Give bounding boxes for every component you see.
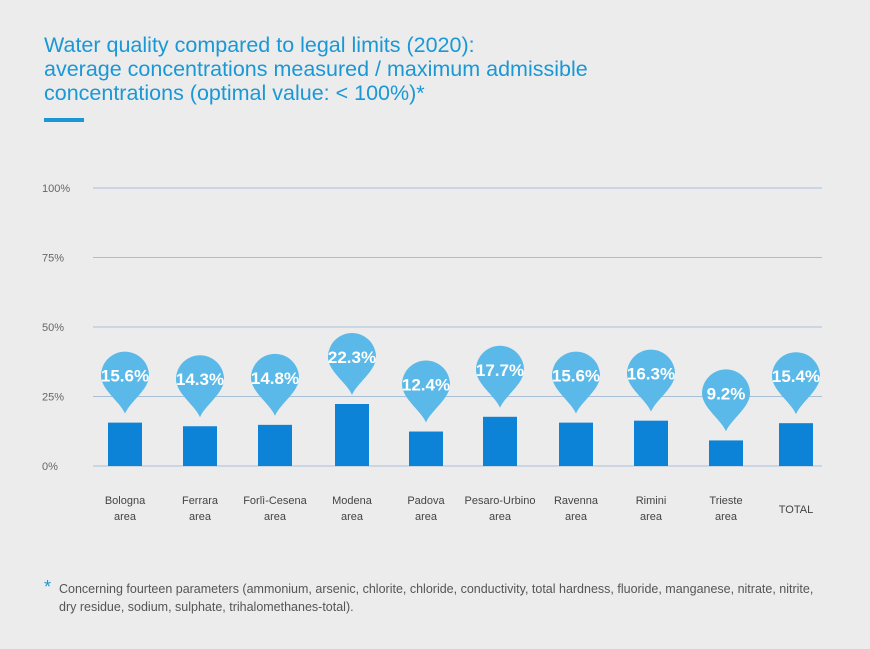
value-bubble (772, 352, 820, 415)
x-category-label: area (415, 511, 438, 523)
y-tick-label: 75% (42, 253, 64, 265)
chart-title: Water quality compared to legal limits (… (44, 33, 844, 105)
bar (108, 422, 142, 466)
x-category-label: area (640, 511, 663, 523)
x-category-label: Trieste (709, 495, 742, 507)
x-category-label: Pesaro-Urbino (465, 495, 536, 507)
bar (634, 420, 668, 466)
y-tick-label: 50% (42, 322, 64, 334)
x-category-label: area (715, 511, 738, 523)
bar (709, 440, 743, 466)
x-category-label: area (565, 511, 588, 523)
bar (483, 416, 517, 466)
chart-title-line: Water quality compared to legal limits (… (44, 33, 475, 57)
x-category-label: area (264, 511, 287, 523)
x-category-label: Bologna (105, 495, 146, 507)
y-tick-label: 0% (42, 461, 58, 473)
data-label: 15.6% (552, 367, 600, 386)
bar (779, 423, 813, 466)
data-label: 17.7% (476, 361, 524, 380)
value-bubble (176, 355, 224, 418)
data-label: 9.2% (707, 384, 746, 403)
y-tick-label: 25% (42, 392, 64, 404)
data-label: 14.3% (176, 370, 224, 389)
bar (409, 431, 443, 466)
value-bubble (627, 349, 675, 412)
data-label: 14.8% (251, 369, 299, 388)
value-bubble (702, 369, 750, 432)
x-category-label: Ferrara (182, 495, 219, 507)
bar (335, 404, 369, 466)
bar (183, 426, 217, 466)
x-category-label: area (341, 511, 364, 523)
data-label: 15.6% (101, 367, 149, 386)
y-tick-label: 100% (42, 183, 70, 195)
value-bubble (402, 360, 450, 423)
value-bubble (251, 353, 299, 416)
x-category-label: area (114, 511, 137, 523)
x-category-label: area (489, 511, 512, 523)
title-underline (44, 118, 84, 122)
data-label: 22.3% (328, 348, 376, 367)
chart-title-line: average concentrations measured / maximu… (44, 57, 588, 81)
x-category-label: TOTAL (779, 504, 813, 516)
data-label: 12.4% (402, 376, 450, 395)
x-category-label: Rimini (636, 495, 667, 507)
value-bubble (101, 351, 149, 414)
data-label: 15.4% (772, 367, 820, 386)
x-category-label: Modena (332, 495, 373, 507)
value-bubble (476, 345, 524, 408)
x-category-label: area (189, 511, 212, 523)
x-category-label: Forlì-Cesena (243, 495, 307, 507)
value-bubble (552, 351, 600, 414)
chart-title-line: concentrations (optimal value: < 100%)* (44, 81, 425, 105)
bar (559, 422, 593, 466)
footnote-text: Concerning fourteen parameters (ammonium… (59, 582, 814, 614)
bar (258, 424, 292, 466)
footnote: * Concerning fourteen parameters (ammoni… (44, 577, 834, 616)
x-category-label: Padova (407, 495, 445, 507)
bar-chart: 0% 25% 50% 75% 100% 15.6% Bologna area 14.3% Ferr… (42, 183, 822, 523)
x-category-label: Ravenna (554, 495, 599, 507)
value-bubble (328, 333, 376, 396)
data-label: 16.3% (627, 365, 675, 384)
footnote-marker: * (44, 577, 52, 597)
